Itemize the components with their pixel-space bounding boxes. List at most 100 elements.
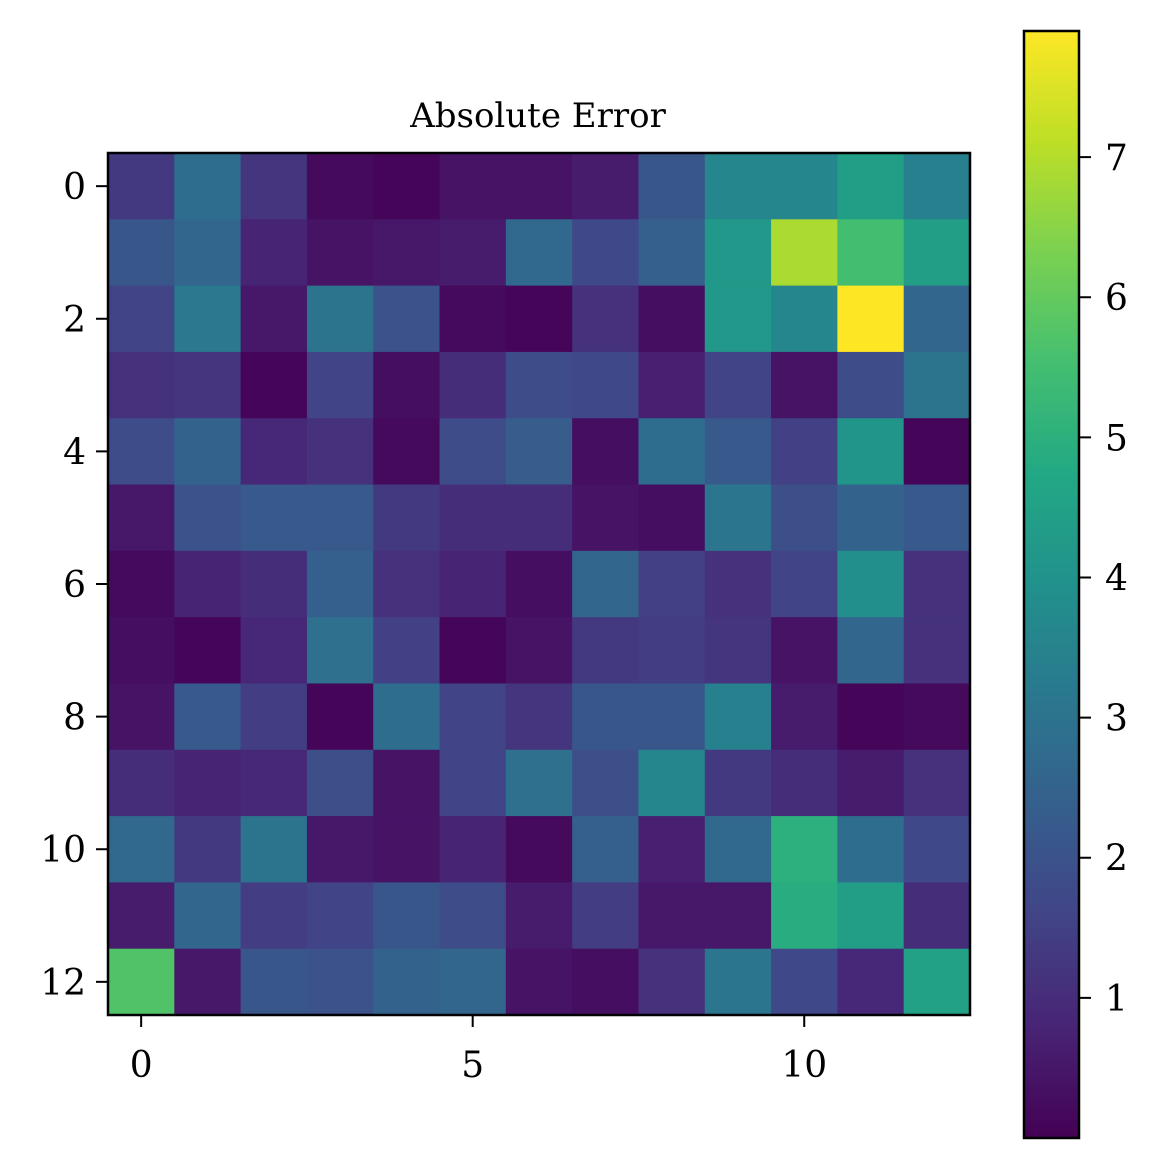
colorbar-gradient — [1024, 31, 1079, 1138]
heatmap-cell-r1-c10 — [771, 219, 838, 287]
heatmap-cell-r5-c0 — [108, 484, 175, 552]
colorbar-frame — [1022, 29, 1081, 1140]
heatmap-cell-r1-c5 — [439, 219, 507, 287]
heatmap-cell-r8-c7 — [572, 683, 640, 751]
heatmap-cell-r5-c8 — [638, 484, 706, 552]
heatmap-cell-r1-c1 — [174, 219, 242, 287]
colorbar-axis: 1 2 3 4 5 6 7 — [1079, 138, 1128, 1020]
x-tick-label-0: 0 — [130, 1045, 153, 1086]
heatmap-cell-r8-c3 — [306, 683, 374, 751]
heatmap-cell-r6-c6 — [505, 550, 573, 618]
colorbar-tick-label-1: 1 — [1105, 979, 1128, 1020]
heatmap-cell-r1-c11 — [837, 219, 905, 287]
heatmap-cell-r9-c5 — [439, 749, 507, 817]
heatmap-cell-r6-c5 — [439, 550, 507, 618]
heatmap-cell-r4-c4 — [373, 418, 441, 486]
heatmap-cell-r5-c5 — [439, 484, 507, 552]
heatmap-cell-r3-c9 — [704, 351, 772, 419]
heatmap-cell-r3-c2 — [240, 351, 308, 419]
heatmap-cell-r9-c8 — [638, 749, 706, 817]
heatmap-cell-r3-c3 — [306, 351, 374, 419]
heatmap-cell-r9-c10 — [771, 749, 838, 817]
heatmap-cell-r0-c4 — [373, 153, 441, 220]
heatmap-cell-r11-c9 — [704, 882, 772, 950]
heatmap-cell-r2-c1 — [174, 285, 242, 353]
heatmap-cell-r8-c8 — [638, 683, 706, 751]
heatmap-cell-r7-c4 — [373, 617, 441, 685]
heatmap-cell-r8-c1 — [174, 683, 242, 751]
heatmap-cell-r12-c7 — [572, 948, 640, 1016]
heatmap-cell-r11-c10 — [771, 882, 838, 950]
heatmap-cell-r11-c11 — [837, 882, 905, 950]
heatmap-cell-r0-c11 — [837, 153, 905, 220]
heatmap-cell-r2-c6 — [505, 285, 573, 353]
colorbar-tick-label-5: 5 — [1105, 418, 1128, 459]
heatmap-cell-r0-c3 — [306, 153, 374, 220]
heatmap-cell-r9-c4 — [373, 749, 441, 817]
heatmap-cell-r8-c12 — [903, 683, 971, 751]
heatmap-cell-r7-c11 — [837, 617, 905, 685]
heatmap-cell-r3-c10 — [771, 351, 838, 419]
heatmap-cell-r5-c2 — [240, 484, 308, 552]
heatmap-cell-r0-c7 — [572, 153, 640, 220]
y-tick-label-6: 6 — [63, 565, 86, 606]
heatmap-cell-r1-c7 — [572, 219, 640, 287]
heatmap-cell-r12-c0 — [108, 948, 175, 1016]
heatmap-cell-r1-c8 — [638, 219, 706, 287]
heatmap-cell-r4-c8 — [638, 418, 706, 486]
heatmap-cell-r5-c3 — [306, 484, 374, 552]
heatmap-cell-r5-c6 — [505, 484, 573, 552]
heatmap-cell-r6-c3 — [306, 550, 374, 618]
y-tick-label-4: 4 — [63, 432, 86, 473]
heatmap-cell-r4-c2 — [240, 418, 308, 486]
heatmap-cell-r1-c0 — [108, 219, 175, 287]
chart-title: Absolute Error — [409, 96, 666, 136]
heatmap-cell-r1-c2 — [240, 219, 308, 287]
heatmap-cell-r10-c5 — [439, 816, 507, 883]
heatmap-cell-r1-c6 — [505, 219, 573, 287]
heatmap-cell-r9-c6 — [505, 749, 573, 817]
heatmap-cell-r12-c11 — [837, 948, 905, 1016]
x-tick-label-10: 10 — [781, 1045, 827, 1086]
heatmap-cell-r3-c11 — [837, 351, 905, 419]
heatmap-cell-r0-c0 — [108, 153, 175, 220]
heatmap-cell-r9-c9 — [704, 749, 772, 817]
heatmap-cell-r1-c4 — [373, 219, 441, 287]
heatmap-cell-r4-c5 — [439, 418, 507, 486]
heatmap-cell-r11-c12 — [903, 882, 971, 950]
heatmap-cell-r6-c7 — [572, 550, 640, 618]
heatmap-cell-r5-c12 — [903, 484, 971, 552]
heatmap-cells — [108, 153, 971, 1016]
colorbar-tick-label-2: 2 — [1105, 839, 1128, 880]
heatmap-cell-r2-c8 — [638, 285, 706, 353]
heatmap-cell-r10-c3 — [306, 816, 374, 883]
heatmap-cell-r11-c3 — [306, 882, 374, 950]
heatmap-cell-r4-c9 — [704, 418, 772, 486]
heatmap-cell-r10-c10 — [771, 816, 838, 883]
heatmap-cell-r11-c2 — [240, 882, 308, 950]
heatmap-cell-r4-c11 — [837, 418, 905, 486]
heatmap-cell-r9-c0 — [108, 749, 175, 817]
heatmap-cell-r5-c7 — [572, 484, 640, 552]
heatmap-cell-r7-c7 — [572, 617, 640, 685]
heatmap-cell-r11-c4 — [373, 882, 441, 950]
heatmap-cell-r1-c12 — [903, 219, 971, 287]
colorbar-tick-label-6: 6 — [1105, 278, 1128, 319]
heatmap-cell-r5-c9 — [704, 484, 772, 552]
heatmap-cell-r10-c11 — [837, 816, 905, 883]
heatmap-cell-r12-c1 — [174, 948, 242, 1016]
heatmap-cell-r7-c12 — [903, 617, 971, 685]
heatmap-cell-r12-c6 — [505, 948, 573, 1016]
heatmap-cell-r3-c0 — [108, 351, 175, 419]
heatmap-cell-r12-c12 — [903, 948, 971, 1016]
x-axis: 0 5 10 — [130, 1015, 827, 1086]
heatmap-cell-r8-c2 — [240, 683, 308, 751]
heatmap-cell-r12-c10 — [771, 948, 838, 1016]
heatmap-cell-r7-c8 — [638, 617, 706, 685]
heatmap-cell-r2-c12 — [903, 285, 971, 353]
heatmap-cell-r4-c1 — [174, 418, 242, 486]
heatmap-cell-r2-c9 — [704, 285, 772, 353]
y-tick-label-10: 10 — [40, 830, 86, 871]
heatmap-cell-r2-c7 — [572, 285, 640, 353]
